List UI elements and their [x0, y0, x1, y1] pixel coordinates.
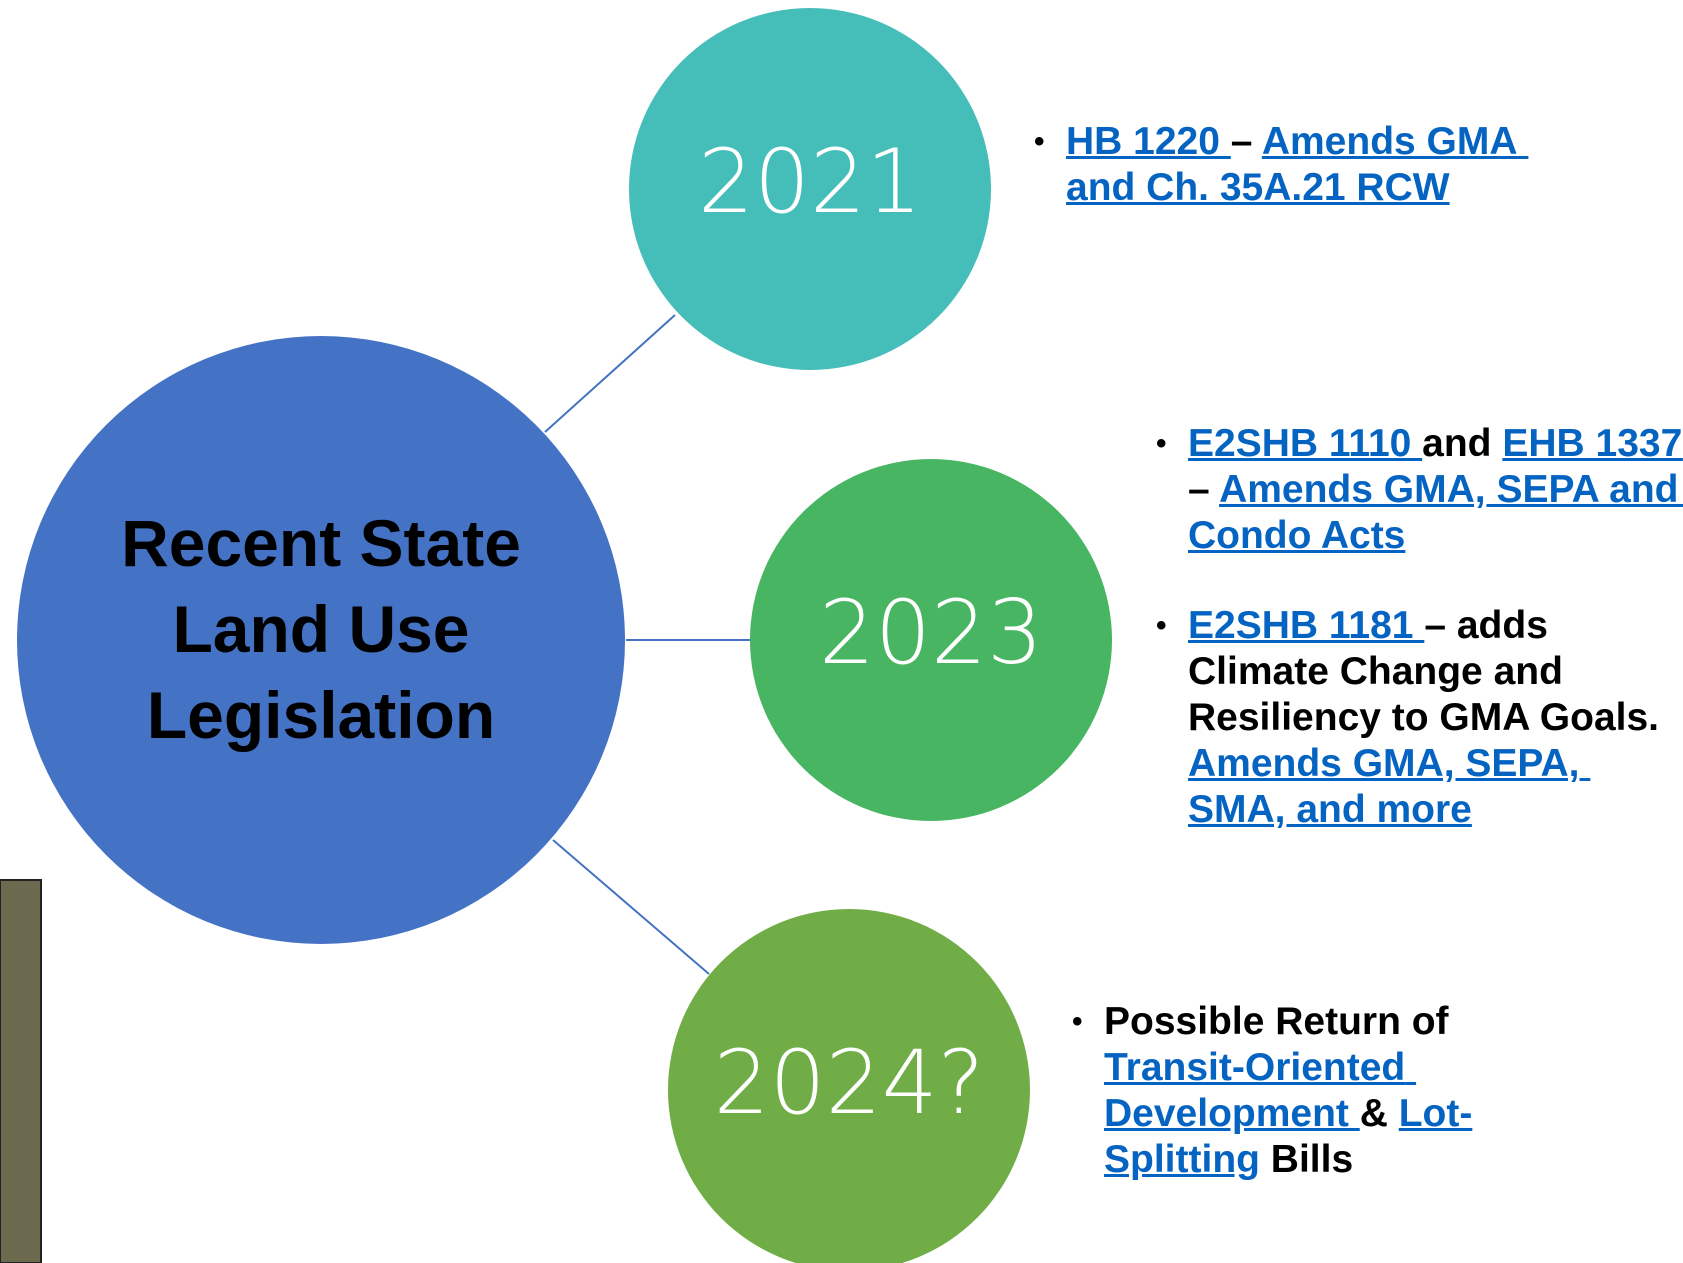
photo-fragment	[0, 879, 42, 1263]
link[interactable]: Lot-Splitting	[1104, 1092, 1473, 1181]
text: –	[1230, 120, 1262, 163]
link[interactable]: Amends GMA, SEPA, SMA, and more	[1188, 742, 1591, 831]
link[interactable]: Amends GMA, SEPA and Condo Acts	[1188, 468, 1679, 557]
year-circle	[629, 8, 991, 370]
year-circle	[668, 909, 1030, 1263]
link[interactable]: Amends GMA and Ch. 35A.21 RCW	[1066, 120, 1529, 209]
central-circle	[17, 336, 625, 944]
text: and	[1422, 422, 1503, 465]
bullet-item: • E2SHB 1181 – adds Climate Change and Re…	[1156, 603, 1683, 833]
central-title: Recent State Land Use Legislation	[121, 506, 521, 752]
connector	[544, 314, 676, 433]
bullet-list: • HB 1220 – Amends GMA and Ch. 35A.21 RCW	[1034, 119, 1529, 255]
year-label: 2024?	[713, 1031, 985, 1134]
link[interactable]: EHB 1337	[1502, 422, 1683, 465]
bullet: •	[1156, 427, 1167, 460]
link[interactable]: E2SHB 1110	[1188, 422, 1423, 465]
bullet-list: • Possible Return of Transit-Oriented Dev…	[1072, 999, 1584, 1227]
text: –	[1188, 468, 1220, 511]
link[interactable]: HB 1220	[1066, 120, 1231, 163]
link[interactable]: E2SHB 1181	[1188, 604, 1425, 647]
bullet: •	[1034, 125, 1045, 158]
bullet-item: • E2SHB 1110 and EHB 1337 – Amends GMA, S…	[1156, 421, 1683, 559]
text: Possible Return of	[1104, 1000, 1460, 1043]
year-label: 2023	[819, 581, 1043, 684]
bullet-list: • E2SHB 1110 and EHB 1337 – Amends GMA, S…	[1156, 421, 1683, 877]
text: &	[1359, 1092, 1399, 1135]
connector	[552, 839, 710, 975]
text: Bills	[1259, 1138, 1354, 1181]
bullet-item: • HB 1220 – Amends GMA and Ch. 35A.21 RCW	[1034, 119, 1529, 211]
text: – adds Climate Change and Resiliency to …	[1188, 604, 1680, 739]
year-label: 2021	[698, 130, 922, 233]
link[interactable]: Transit-Oriented Development	[1104, 1046, 1417, 1135]
year-circle	[750, 459, 1112, 821]
bullet: •	[1156, 609, 1167, 642]
bullet-item: • Possible Return of Transit-Oriented Dev…	[1072, 999, 1584, 1183]
bullet: •	[1072, 1005, 1083, 1038]
